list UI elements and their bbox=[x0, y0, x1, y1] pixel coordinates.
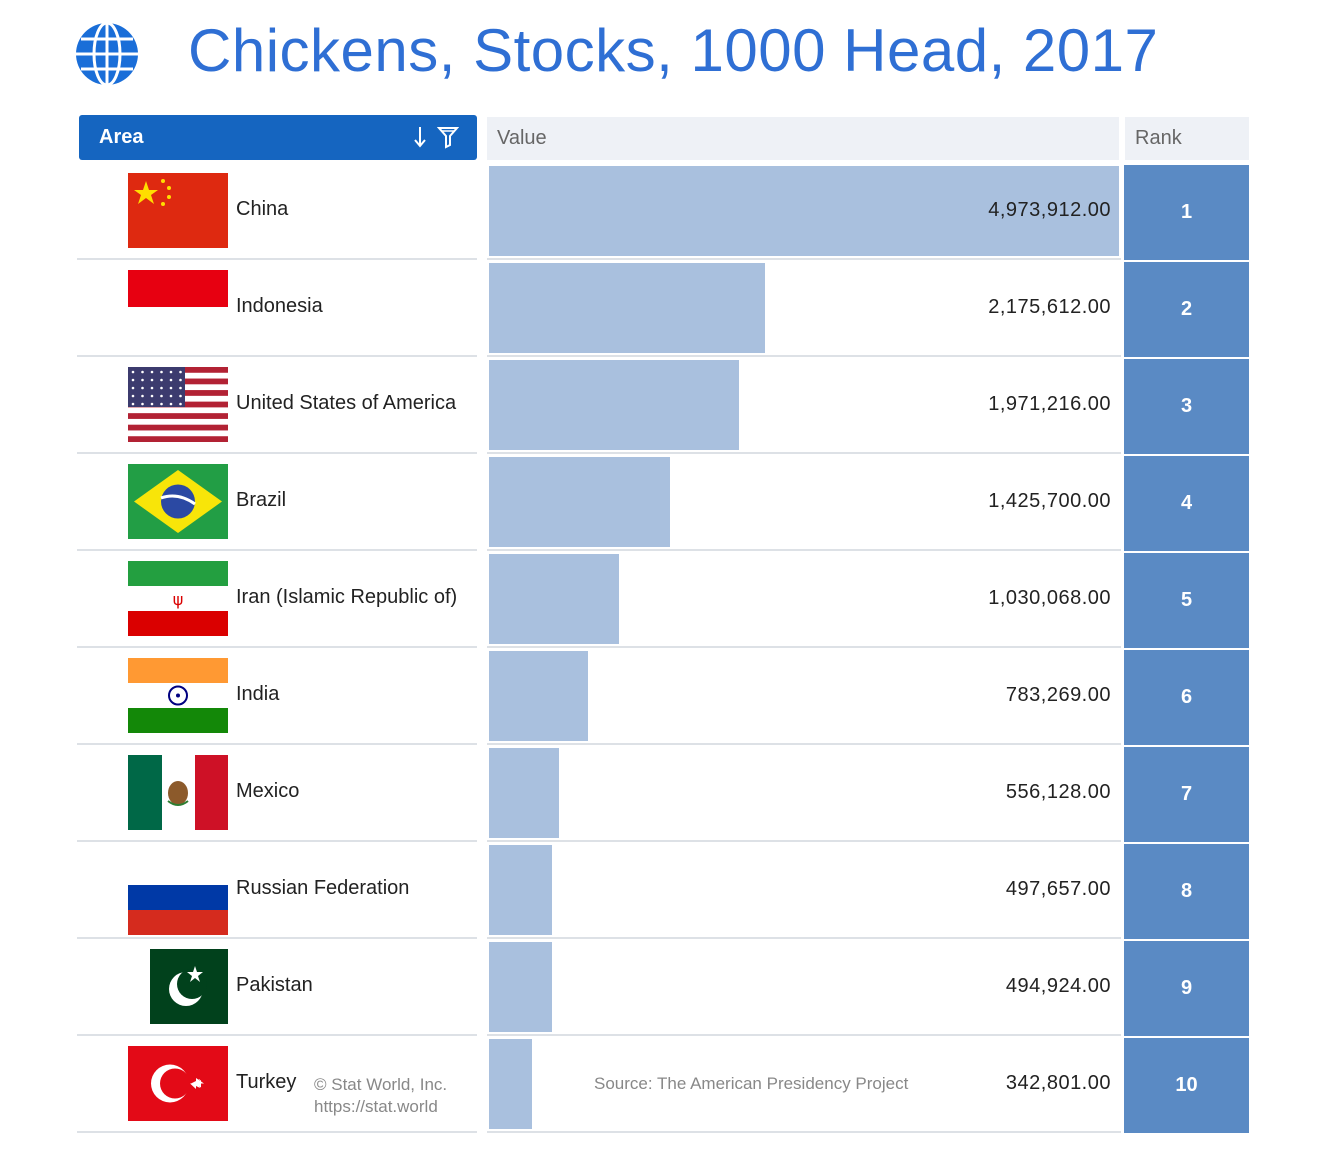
svg-text:ψ: ψ bbox=[173, 590, 184, 609]
sort-descending-icon[interactable] bbox=[413, 125, 427, 149]
value-label: 783,269.00 bbox=[1005, 683, 1111, 706]
value-bar bbox=[489, 748, 560, 838]
value-label: 497,657.00 bbox=[1005, 877, 1111, 900]
table-row[interactable]: China bbox=[77, 163, 477, 260]
table-row[interactable]: Brazil bbox=[77, 454, 477, 551]
value-cell: 494,924.00 bbox=[487, 939, 1121, 1036]
mexico-flag bbox=[128, 755, 228, 835]
table-row[interactable]: United States of America bbox=[77, 357, 477, 454]
country-label: Turkey bbox=[236, 1071, 297, 1093]
area-column-header[interactable]: Area bbox=[79, 115, 477, 160]
value-cell: 497,657.00 bbox=[487, 842, 1121, 939]
table-row[interactable]: Pakistan bbox=[77, 939, 477, 1036]
filter-icon[interactable] bbox=[437, 125, 459, 149]
value-label: 494,924.00 bbox=[1005, 974, 1111, 997]
value-cell: 1,971,216.00 bbox=[487, 357, 1121, 454]
value-bar bbox=[489, 263, 765, 353]
value-label: 1,971,216.00 bbox=[988, 392, 1111, 415]
value-header-label: Value bbox=[497, 127, 547, 149]
rank-cell: 1 bbox=[1124, 165, 1249, 262]
country-label: Iran (Islamic Republic of) bbox=[236, 586, 458, 608]
value-bar bbox=[489, 845, 553, 935]
table-row[interactable]: Indonesia bbox=[77, 260, 477, 357]
indonesia-flag bbox=[128, 270, 228, 350]
source-note: Source: The American Presidency Project bbox=[594, 1074, 909, 1093]
rank-cell: 3 bbox=[1124, 359, 1249, 456]
country-label: Indonesia bbox=[236, 295, 323, 317]
value-label: 4,973,912.00 bbox=[988, 198, 1111, 221]
country-label: Brazil bbox=[236, 489, 287, 511]
rank-cell: 2 bbox=[1124, 262, 1249, 359]
value-bar bbox=[489, 651, 589, 741]
value-cell: 342,801.00 bbox=[487, 1036, 1121, 1133]
value-bar bbox=[489, 457, 670, 547]
russia-flag bbox=[128, 860, 228, 940]
country-label: China bbox=[236, 198, 289, 220]
rank-cell: 7 bbox=[1124, 747, 1249, 844]
title-area bbox=[74, 14, 140, 94]
rank-cell: 6 bbox=[1124, 650, 1249, 747]
country-label: Mexico bbox=[236, 780, 300, 802]
rank-column-header[interactable]: Rank bbox=[1125, 117, 1249, 160]
iran-flag: ψ bbox=[128, 561, 228, 641]
value-cell: 1,425,700.00 bbox=[487, 454, 1121, 551]
value-bar bbox=[489, 1039, 533, 1129]
value-bar bbox=[489, 554, 620, 644]
rank-cell: 4 bbox=[1124, 456, 1249, 553]
value-label: 1,030,068.00 bbox=[988, 586, 1111, 609]
table-row[interactable]: Mexico bbox=[77, 745, 477, 842]
value-label: 556,128.00 bbox=[1005, 780, 1111, 803]
value-bar bbox=[489, 942, 552, 1032]
credit: © Stat World, Inc. https://stat.world bbox=[314, 1074, 447, 1118]
usa-flag bbox=[128, 367, 228, 447]
globe-icon bbox=[76, 21, 138, 87]
credit-url[interactable]: https://stat.world bbox=[314, 1097, 438, 1116]
india-flag bbox=[128, 658, 228, 738]
page-title: Chickens, Stocks, 1000 Head, 2017 bbox=[188, 17, 1159, 84]
country-label: Pakistan bbox=[236, 974, 313, 996]
value-bar bbox=[489, 360, 739, 450]
country-label: United States of America bbox=[236, 392, 457, 414]
rank-cell: 5 bbox=[1124, 553, 1249, 650]
area-header-label: Area bbox=[99, 126, 144, 148]
table-row[interactable]: India bbox=[77, 648, 477, 745]
rank-cell: 8 bbox=[1124, 844, 1249, 941]
turkey-flag bbox=[128, 1046, 228, 1126]
value-label: 342,801.00 bbox=[1005, 1071, 1111, 1094]
table-row[interactable]: Russian Federation bbox=[77, 842, 477, 939]
brazil-flag bbox=[128, 464, 228, 544]
value-cell: 2,175,612.00 bbox=[487, 260, 1121, 357]
value-cell: 1,030,068.00 bbox=[487, 551, 1121, 648]
value-label: 2,175,612.00 bbox=[988, 295, 1111, 318]
rank-cell: 10 bbox=[1124, 1038, 1249, 1135]
china-flag bbox=[128, 173, 228, 253]
value-cell: 783,269.00 bbox=[487, 648, 1121, 745]
pakistan-flag bbox=[150, 949, 228, 1029]
table-row[interactable]: Turkey bbox=[77, 1036, 477, 1133]
country-label: India bbox=[236, 683, 280, 705]
value-column-header[interactable]: Value bbox=[487, 117, 1119, 160]
value-bar bbox=[489, 166, 1119, 256]
value-label: 1,425,700.00 bbox=[988, 489, 1111, 512]
credit-company: © Stat World, Inc. bbox=[314, 1075, 448, 1094]
table-row[interactable]: ψ Iran (Islamic Republic of) bbox=[77, 551, 477, 648]
value-cell: 556,128.00 bbox=[487, 745, 1121, 842]
rank-cell: 9 bbox=[1124, 941, 1249, 1038]
rank-header-label: Rank bbox=[1135, 127, 1182, 149]
country-label: Russian Federation bbox=[236, 877, 410, 899]
value-cell: 4,973,912.00 bbox=[487, 163, 1121, 260]
